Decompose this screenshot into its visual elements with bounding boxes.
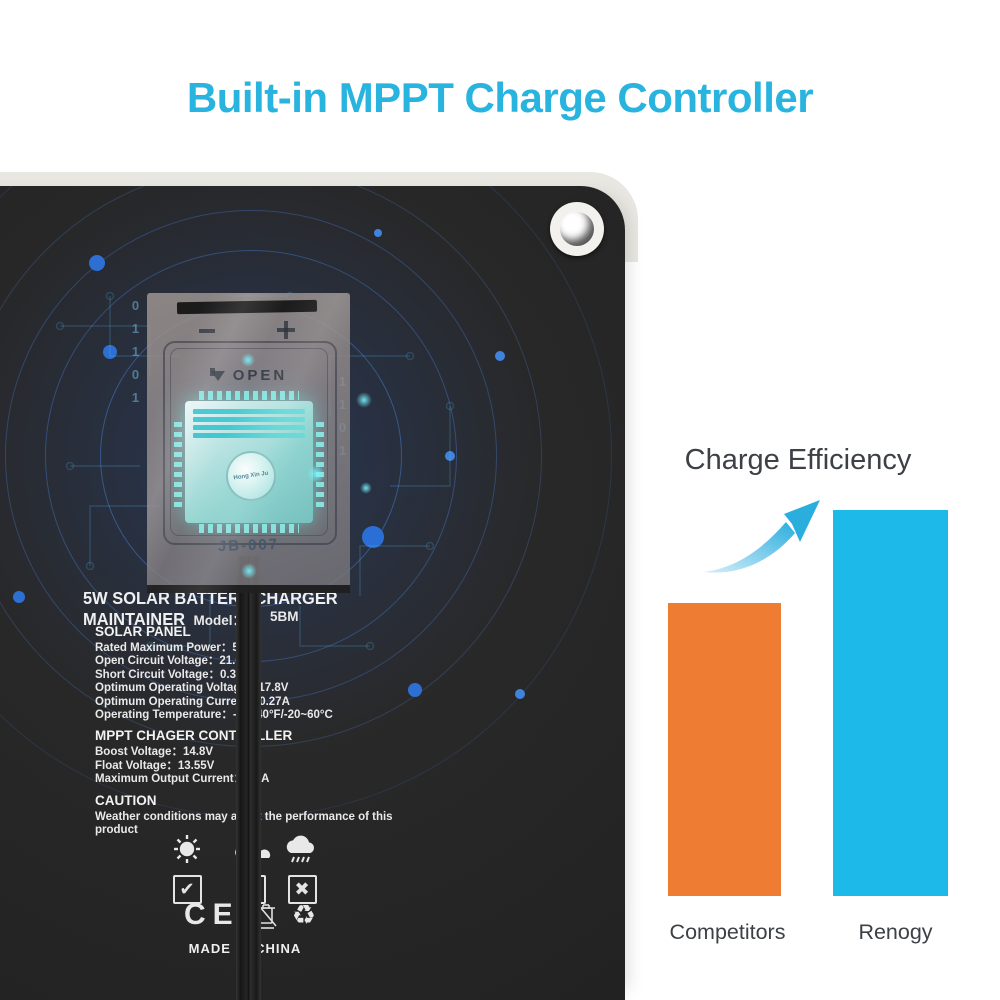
chip-pins-bottom [199, 524, 299, 533]
open-label-row: OPEN [147, 367, 350, 384]
bar-renogy [833, 510, 948, 896]
ce-mark: CE [184, 898, 240, 931]
mppt-chip: Hong Xin Ju [174, 401, 324, 523]
controller-case-inner-outline [170, 348, 328, 536]
down-arrow-head [210, 370, 225, 381]
spark-glow [360, 482, 372, 494]
checkbox-sunny: ✔ [172, 875, 202, 904]
minus-terminal [199, 329, 215, 333]
grommet-hole [560, 212, 594, 246]
xray-glow [241, 563, 257, 579]
ring-dot [103, 345, 117, 359]
open-label: OPEN [232, 367, 288, 384]
bar-label-renogy: Renogy [858, 920, 933, 944]
recycle-icon: ♻ [291, 899, 316, 930]
controller-xray: OPEN Hong Xin Ju JB-007 [147, 293, 350, 593]
plus-terminal [277, 321, 295, 339]
weather-sunny: ✔ [159, 834, 215, 904]
down-arrow-icon [209, 367, 215, 376]
chip-pins-top [199, 391, 299, 400]
ring-dot [408, 683, 422, 697]
chip-part-number: JB-007 [217, 535, 280, 556]
chart-title: Charge Efficiency [684, 444, 912, 476]
certification-row: CE ♻ [184, 898, 316, 932]
spec-line: Maximum Output Current：0.3A [95, 773, 270, 786]
page-title: Built-in MPPT Charge Controller [186, 74, 814, 121]
adhesive-tab [176, 299, 318, 315]
ring-dot [13, 591, 25, 603]
binary-column-left: 01101 [128, 298, 143, 413]
rain-cloud-icon [286, 835, 314, 863]
ring-dot [374, 229, 382, 237]
controller-case-outline [163, 341, 337, 545]
bar-competitors [668, 603, 781, 896]
caution-line: product [95, 824, 138, 837]
chip-pins-right [316, 417, 324, 507]
output-cable [236, 556, 261, 1000]
chip-logo: Hong Xin Ju [222, 447, 280, 505]
ring-dot [495, 351, 505, 361]
grommet [550, 202, 604, 256]
weather-rain: ✖ [274, 834, 330, 904]
section-header-caution: CAUTION [95, 792, 157, 808]
xray-bottom-edge [147, 585, 350, 593]
chip-label-stripes [193, 409, 305, 441]
xray-glow [307, 465, 325, 483]
ring-dot [515, 689, 525, 699]
growth-arrow-icon [704, 500, 820, 573]
solar-panel-photo: 01101 1101 5W SOLAR BATTERY CHARGER MAIN… [0, 186, 625, 1000]
chip-pins-left [174, 417, 182, 507]
ring-dot [362, 526, 384, 548]
ring-dot [445, 451, 455, 461]
checkbox-rain: ✖ [287, 875, 317, 904]
ring-dot [89, 255, 105, 271]
sun-icon [174, 835, 200, 863]
bar-label-competitors: Competitors [669, 920, 786, 944]
spark-glow [356, 392, 372, 408]
xray-glow [241, 353, 255, 367]
